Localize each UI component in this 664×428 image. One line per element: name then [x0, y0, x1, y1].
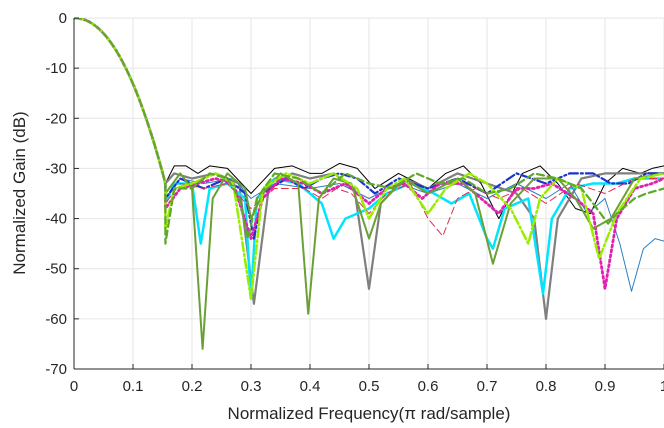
x-tick-label: 0.1	[123, 378, 144, 395]
y-axis-label: Normalized Gain (dB)	[10, 111, 29, 274]
x-tick-label: 0.8	[536, 378, 557, 395]
y-tick-label: -70	[45, 361, 67, 378]
y-tick-label: 0	[59, 10, 67, 27]
x-tick-label: 0.2	[182, 378, 203, 395]
y-tick-label: -60	[45, 311, 67, 328]
x-tick-label: 0.3	[241, 378, 262, 395]
x-tick-label: 0.7	[477, 378, 498, 395]
y-tick-label: -40	[45, 211, 67, 228]
x-tick-label: 0	[70, 378, 78, 395]
plot-area	[73, 17, 664, 370]
y-tick-label: -30	[45, 160, 67, 177]
y-axis-ticks: 0 -10 -20 -30 -40 -50 -60 -70	[45, 10, 79, 378]
x-tick-label: 1	[660, 378, 664, 395]
x-axis-ticks: 0 0.1 0.2 0.3 0.4 0.5 0.6 0.7 0.8 0.9 1	[70, 364, 664, 395]
x-tick-label: 0.5	[359, 378, 380, 395]
x-tick-label: 0.6	[418, 378, 439, 395]
x-tick-label: 0.9	[595, 378, 616, 395]
x-tick-label: 0.4	[300, 378, 321, 395]
y-tick-label: -20	[45, 110, 67, 127]
y-tick-label: -50	[45, 261, 67, 278]
series-line-10	[74, 18, 664, 245]
series-layer	[74, 18, 664, 350]
x-axis-label: Normalized Frequency(π rad/sample)	[228, 404, 511, 423]
y-tick-label: -10	[45, 60, 67, 77]
